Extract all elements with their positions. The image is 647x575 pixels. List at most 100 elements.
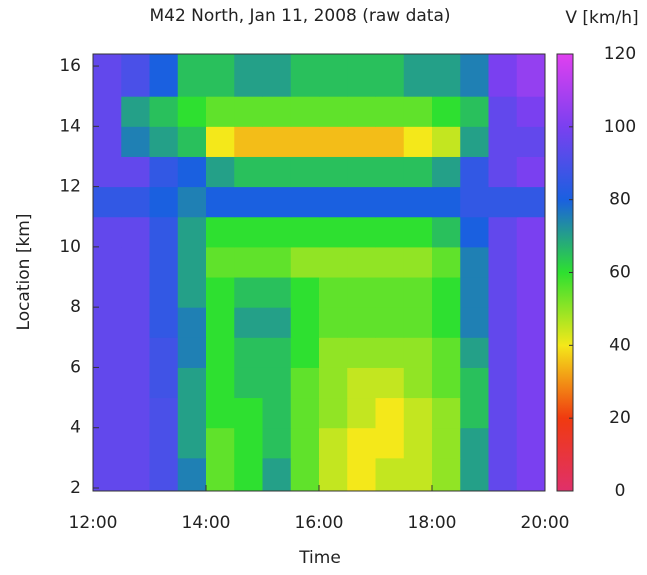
heat-cell <box>488 186 518 218</box>
heat-cell <box>290 186 320 218</box>
heat-cell <box>149 367 179 399</box>
heat-cell <box>319 427 348 459</box>
heat-cell <box>403 126 433 157</box>
heat-cell <box>234 246 263 278</box>
heat-cell <box>149 337 179 368</box>
heat-cell <box>347 186 376 218</box>
heat-cell <box>206 337 235 368</box>
heat-cell <box>432 397 461 429</box>
heat-cell <box>488 216 518 248</box>
heat-cell <box>234 337 263 368</box>
heat-cell <box>347 337 376 368</box>
y-axis-label: Location [km] <box>14 214 34 331</box>
heat-cell <box>488 96 518 127</box>
heat-cell <box>206 307 235 338</box>
heat-cell <box>319 307 348 338</box>
heat-cell <box>375 397 405 429</box>
heat-cell <box>121 427 150 459</box>
heat-cell <box>290 367 320 399</box>
heat-cell <box>375 54 405 97</box>
heat-cell <box>234 126 263 157</box>
heat-cell <box>375 96 405 127</box>
heat-cell <box>432 307 461 338</box>
heat-cell <box>234 367 263 399</box>
y-tick-label: 2 <box>70 478 81 498</box>
heat-cell <box>432 54 461 97</box>
heat-cell <box>432 367 461 399</box>
heat-cell <box>432 186 461 218</box>
heat-cell <box>206 457 235 492</box>
heat-cell <box>290 337 320 368</box>
heat-cell <box>319 156 348 188</box>
colorbar-tick-label: 80 <box>609 190 631 210</box>
heat-cell <box>262 96 292 127</box>
colorbar-tick-label: 20 <box>609 408 631 428</box>
heat-cell <box>488 307 518 338</box>
heat-cell <box>319 457 348 492</box>
heat-cell <box>262 54 292 97</box>
heat-cell <box>460 126 489 157</box>
heat-cell <box>488 367 518 399</box>
heat-cell <box>319 126 348 157</box>
heat-cell <box>460 186 489 218</box>
heat-cell <box>93 186 122 218</box>
heat-cell <box>460 216 489 248</box>
heat-cell <box>93 307 122 338</box>
heat-cell <box>460 337 489 368</box>
heat-cell <box>460 246 489 278</box>
heat-cell <box>488 427 518 459</box>
heat-cell <box>347 457 376 492</box>
heat-cell <box>432 427 461 459</box>
heat-cell <box>93 96 122 127</box>
heat-cell <box>516 216 546 248</box>
heat-cell <box>149 216 179 248</box>
heat-cell <box>262 186 292 218</box>
heat-cell <box>149 186 179 218</box>
heat-cell <box>206 246 235 278</box>
heat-cell <box>516 367 546 399</box>
heat-cell <box>488 457 518 492</box>
heat-cell <box>347 277 376 308</box>
heat-cell <box>460 427 489 459</box>
heat-cell <box>121 277 150 308</box>
heat-cell <box>488 156 518 188</box>
heat-cell <box>121 397 150 429</box>
heat-cell <box>488 126 518 157</box>
heat-cell <box>121 337 150 368</box>
heat-cell <box>149 126 179 157</box>
heat-cell <box>403 96 433 127</box>
heat-cell <box>488 397 518 429</box>
heat-cell <box>149 397 179 429</box>
heat-cell <box>234 54 263 97</box>
heat-cell <box>319 186 348 218</box>
heat-cell <box>516 96 546 127</box>
heat-cell <box>93 457 122 492</box>
heat-cell <box>290 427 320 459</box>
heat-cell <box>234 216 263 248</box>
heat-cell <box>93 216 122 248</box>
heat-cell <box>319 96 348 127</box>
heat-cell <box>375 246 405 278</box>
heat-cell <box>262 216 292 248</box>
colorbar-tick-label: 120 <box>604 44 636 64</box>
heat-cell <box>516 277 546 308</box>
heat-cell <box>403 246 433 278</box>
heat-cell <box>460 96 489 127</box>
heat-cell <box>234 397 263 429</box>
heat-cell <box>177 186 207 218</box>
heat-cell <box>234 156 263 188</box>
y-tick-label: 4 <box>70 418 81 438</box>
heat-cell <box>375 367 405 399</box>
heat-cell <box>432 246 461 278</box>
heat-cell <box>516 54 546 97</box>
heat-cell <box>375 156 405 188</box>
heat-cell <box>403 367 433 399</box>
heat-cell <box>375 186 405 218</box>
heat-cell <box>121 96 150 127</box>
heat-cell <box>516 427 546 459</box>
heat-cell <box>375 337 405 368</box>
heat-cell <box>93 246 122 278</box>
heat-cell <box>149 277 179 308</box>
